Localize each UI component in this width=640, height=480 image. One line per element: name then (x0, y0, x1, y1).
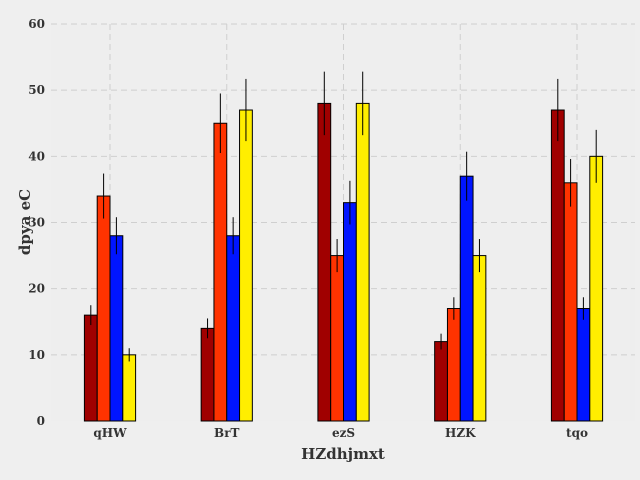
bar (472, 255, 487, 422)
bar (109, 235, 124, 422)
bar (550, 109, 565, 422)
x-tick-label: BrT (214, 426, 239, 440)
y-axis-label: dpya eC (16, 189, 34, 255)
bar (239, 109, 253, 422)
y-tick-label: 20 (28, 282, 45, 296)
bar (83, 314, 98, 422)
bar (446, 308, 461, 422)
bar (96, 195, 111, 422)
bar (330, 255, 345, 422)
x-tick-label: ezS (332, 426, 355, 440)
bar (563, 182, 578, 422)
bar (213, 122, 228, 422)
bar (343, 202, 357, 422)
y-tick-label: 40 (28, 149, 45, 163)
bar (576, 308, 591, 422)
bar (459, 175, 474, 422)
x-axis-label: HZdhjmxt (301, 445, 385, 463)
y-tick-label: 0 (37, 414, 45, 428)
y-tick-label: 60 (28, 17, 45, 31)
y-tick-label: 30 (28, 216, 45, 230)
bar (200, 327, 215, 422)
bar (226, 235, 241, 422)
bar (317, 102, 332, 422)
bar (589, 155, 604, 422)
x-tick-label: HZK (445, 426, 476, 440)
bar (434, 341, 448, 422)
x-tick-label: qHW (93, 426, 127, 440)
x-tick-label: tqo (566, 426, 588, 440)
bar (122, 354, 137, 422)
y-tick-label: 50 (28, 83, 45, 97)
y-tick-label: 10 (28, 348, 45, 362)
bar (355, 102, 370, 422)
